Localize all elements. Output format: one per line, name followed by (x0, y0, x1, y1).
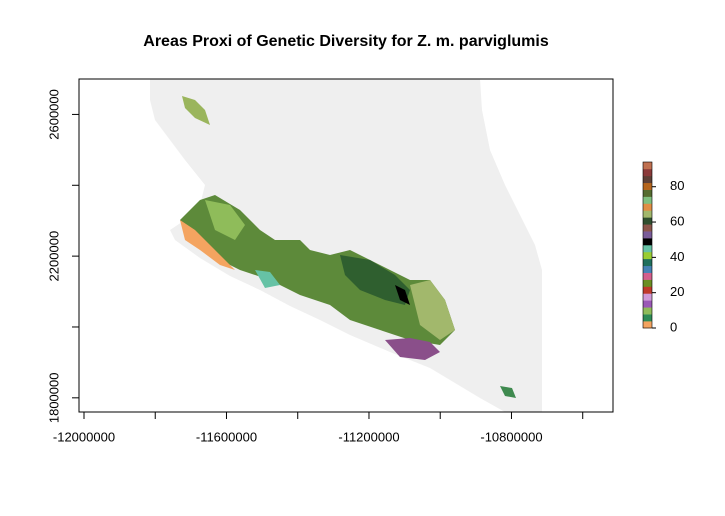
colorbar-swatch (643, 272, 652, 280)
colorbar-swatch (643, 258, 652, 267)
colorbar-swatch (643, 217, 652, 225)
colorbar-swatch (643, 245, 652, 253)
y-tick-label: 2200000 (46, 231, 61, 282)
colorbar-frame (642, 161, 653, 329)
diversity-area (180, 220, 235, 270)
colorbar-swatch (643, 162, 652, 170)
diversity-area (385, 338, 440, 360)
map-layer (150, 79, 542, 412)
x-tick-label: -11200000 (338, 429, 399, 444)
x-tick-label: -10800000 (480, 429, 542, 444)
x-tick-label: -12000000 (53, 429, 115, 444)
diversity-area (182, 96, 210, 125)
colorbar-tick-label: 20 (670, 284, 684, 299)
colorbar-swatch (643, 231, 652, 239)
colorbar-swatch (643, 251, 652, 260)
y-tick-label: 1800000 (46, 373, 61, 424)
diversity-area (180, 195, 455, 345)
x-tick-label: -11600000 (196, 429, 257, 444)
colorbar-tick-label: 60 (670, 213, 684, 228)
chart-title: Areas Proxi of Genetic Diversity for Z. … (143, 33, 549, 50)
colorbar-tick-label: 40 (670, 249, 684, 264)
colorbar-swatch (643, 293, 652, 301)
colorbar-swatch (643, 238, 652, 246)
colorbar-swatch (643, 265, 652, 273)
colorbar-swatch (643, 210, 652, 218)
diversity-area (255, 270, 280, 288)
diversity-area (205, 200, 245, 240)
colorbar-tick-label: 0 (670, 319, 677, 334)
diversity-area (500, 386, 516, 398)
colorbar-swatch (643, 189, 652, 197)
colorbar-swatch (643, 321, 652, 329)
colorbar-swatch (643, 307, 652, 315)
colorbar-swatch (643, 168, 652, 177)
colorbar-swatch (643, 203, 652, 211)
diversity-area (340, 255, 410, 305)
diversity-area (410, 280, 455, 340)
diversity-area (395, 285, 410, 305)
colorbar-swatch (643, 300, 652, 308)
y-tick-label: 2600000 (46, 89, 61, 140)
colorbar-tick-label: 80 (670, 178, 684, 193)
colorbar-swatch (643, 182, 652, 190)
colorbar-swatch (643, 175, 652, 184)
colorbar-swatch (643, 224, 652, 232)
colorbar-swatch (643, 314, 652, 322)
colorbar-swatch (643, 196, 652, 204)
colorbar-swatch (643, 286, 652, 294)
colorbar-swatch (643, 279, 652, 287)
plot-frame (78, 78, 614, 413)
